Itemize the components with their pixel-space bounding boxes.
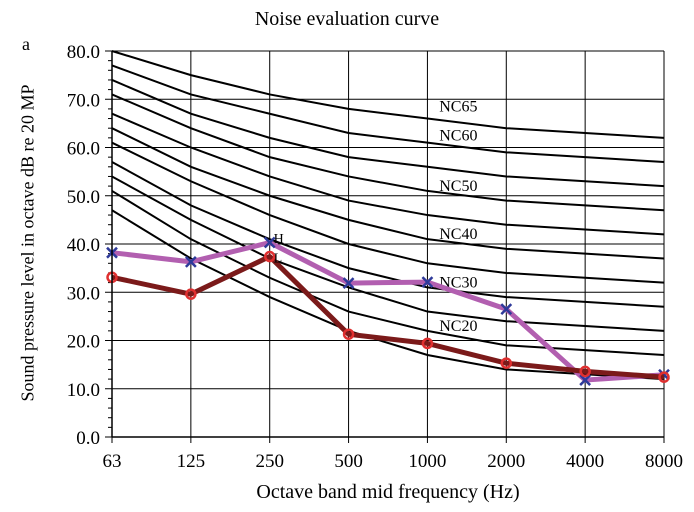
measured-series: HL (106, 232, 670, 386)
nc-curve-label: NC65 (439, 98, 477, 115)
nc-curve-line (111, 161, 665, 308)
circle-marker (658, 371, 670, 383)
nc-curve-line (111, 209, 665, 381)
point-label: H (274, 232, 284, 247)
x-marker (342, 277, 355, 289)
x-tick-label: 2000 (487, 451, 525, 472)
nc-curve-line (111, 141, 665, 284)
y-tick-label: 80.0 (67, 42, 100, 63)
y-axis-label-suffix: a (22, 34, 30, 54)
circle-marker (500, 357, 513, 369)
chart-title: Noise evaluation curve (254, 8, 440, 30)
x-marker (263, 236, 276, 249)
y-tick-label: 10.0 (67, 380, 100, 401)
axes (105, 50, 665, 443)
nc-curve-label: NC40 (439, 226, 477, 243)
series-line (111, 254, 665, 380)
x-marker (579, 374, 592, 386)
point-label: L (274, 251, 283, 266)
nc-curve-line (111, 175, 665, 332)
y-axis-label: Sound pressure level in octave dB re 20 … (17, 84, 38, 402)
nc-curve-line (111, 79, 665, 188)
y-tick-label: 50.0 (67, 187, 100, 208)
tick-labels: 0.0 10.0 20.0 30.0 40.0 50.0 60.0 70.0 80.0 63 125… (67, 42, 683, 472)
y-tick-label: 60.0 (67, 139, 100, 160)
nc-curve-line (111, 127, 665, 260)
y-tick-label: 30.0 (67, 283, 100, 304)
series-line (111, 240, 665, 383)
y-tick-label: 20.0 (67, 332, 100, 353)
circle-marker (342, 328, 355, 340)
x-marker (421, 276, 434, 289)
x-marker (184, 255, 197, 268)
y-tick-label: 40.0 (67, 235, 100, 256)
x-axis-label: Octave band mid frequency (Hz) (256, 481, 520, 503)
x-tick-label: 125 (177, 451, 206, 472)
y-tick-label: 70.0 (67, 90, 100, 111)
x-tick-label: 4000 (566, 451, 604, 472)
nc-curve-line (111, 64, 665, 163)
x-marker (500, 303, 513, 316)
x-tick-label: 1000 (408, 451, 446, 472)
circle-marker (185, 288, 197, 300)
nc-curve-label: NC20 (439, 318, 477, 335)
y-tick-label: 0.0 (76, 428, 100, 449)
nc-curve-label: NC50 (439, 178, 477, 195)
circle-marker (263, 250, 276, 263)
x-tick-label: 63 (103, 451, 122, 472)
nc-curve-line (111, 50, 665, 139)
x-tick-label: 250 (255, 451, 284, 472)
nc-curve-label: NC60 (439, 127, 477, 144)
nc-curve-line (111, 93, 665, 212)
x-tick-label: 8000 (645, 451, 683, 472)
circle-marker (421, 337, 434, 350)
nc-curve-line (111, 112, 665, 236)
nc-curve-line (111, 190, 665, 356)
circle-marker (579, 365, 591, 378)
x-tick-label: 500 (334, 451, 363, 472)
